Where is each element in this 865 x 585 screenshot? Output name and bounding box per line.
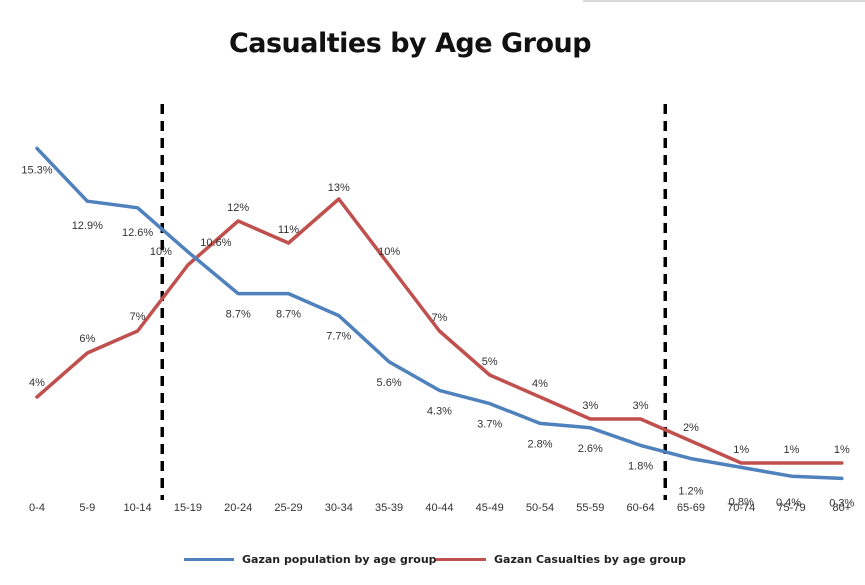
data-label-casualties-5-9: 6% — [79, 333, 95, 345]
data-label-population-75-79: 0.4% — [776, 497, 801, 509]
data-label-population-50-54: 2.8% — [527, 438, 552, 450]
data-label-casualties-75-79: 1% — [784, 444, 800, 456]
data-label-population-60-64: 1.8% — [628, 460, 653, 472]
chart-title: Casualties by Age Group — [228, 28, 592, 59]
legend-swatch-casualties — [436, 557, 486, 561]
x-tick-label-80+: 80+ — [832, 502, 851, 514]
data-label-population-5-9: 12.9% — [72, 220, 103, 232]
data-label-population-25-29: 8.7% — [276, 309, 301, 321]
x-tick-label-20-24: 20-24 — [224, 502, 252, 514]
x-tick-label-55-59: 55-59 — [576, 502, 604, 514]
x-tick-label-5-9: 5-9 — [79, 502, 95, 514]
data-label-casualties-80+: 1% — [834, 444, 850, 456]
data-label-population-15-19: 10.6% — [200, 237, 231, 249]
x-tick-label-60-64: 60-64 — [627, 502, 655, 514]
data-label-population-20-24: 8.7% — [226, 309, 251, 321]
legend-swatch-population — [184, 557, 234, 561]
data-label-population-0-4: 15.3% — [21, 164, 52, 176]
series-line-population — [35, 146, 844, 481]
data-label-casualties-60-64: 3% — [633, 400, 649, 412]
legend-label-population: Gazan population by age group — [242, 552, 437, 566]
data-label-population-35-39: 5.6% — [377, 377, 402, 389]
data-label-casualties-20-24: 12% — [227, 202, 249, 214]
data-label-population-45-49: 3.7% — [477, 419, 502, 431]
data-label-population-40-44: 4.3% — [427, 405, 452, 417]
x-tick-label-75-79: 75-79 — [777, 502, 805, 514]
legend: Gazan population by age group Gazan Casu… — [0, 549, 865, 569]
legend-item-casualties: Gazan Casualties by age group — [436, 549, 686, 569]
data-label-population-65-69: 1.2% — [678, 486, 703, 498]
data-label-casualties-70-74: 1% — [733, 444, 749, 456]
data-label-casualties-65-69: 2% — [683, 422, 699, 434]
data-label-casualties-15-19: 10% — [150, 246, 172, 258]
series-line-casualties — [35, 197, 844, 465]
legend-item-population: Gazan population by age group — [184, 549, 437, 569]
x-tick-label-50-54: 50-54 — [526, 502, 554, 514]
x-tick-label-40-44: 40-44 — [425, 502, 453, 514]
data-label-population-80+: 0.3% — [829, 497, 854, 509]
data-label-casualties-50-54: 4% — [532, 378, 548, 390]
legend-label-casualties: Gazan Casualties by age group — [494, 552, 686, 566]
data-label-casualties-0-4: 4% — [29, 377, 45, 389]
data-label-casualties-30-34: 13% — [328, 182, 350, 194]
x-tick-label-15-19: 15-19 — [174, 502, 202, 514]
x-tick-label-70-74: 70-74 — [727, 502, 755, 514]
x-tick-label-65-69: 65-69 — [677, 502, 705, 514]
x-tick-label-0-4: 0-4 — [29, 502, 45, 514]
x-tick-label-10-14: 10-14 — [124, 502, 152, 514]
data-label-casualties-45-49: 5% — [482, 356, 498, 368]
data-label-casualties-35-39: 10% — [378, 246, 400, 258]
data-label-layer: 15.3% 12.9% 12.6% 10.6% 8.7% 8.7% 7.7% 5.6% 4.3%… — [21, 164, 854, 509]
data-label-casualties-25-29: 11% — [278, 224, 299, 236]
data-label-casualties-10-14: 7% — [130, 311, 146, 323]
x-tick-label-25-29: 25-29 — [274, 502, 302, 514]
x-tick-label-45-49: 45-49 — [476, 502, 504, 514]
data-label-population-70-74: 0.8% — [729, 496, 754, 508]
series-layer — [35, 146, 844, 481]
x-tick-label-35-39: 35-39 — [375, 502, 403, 514]
data-label-population-55-59: 2.6% — [578, 443, 603, 455]
x-tick-layer: 0-4 5-9 10-14 15-19 20-24 25-29 30-34 35-39 40-4… — [29, 502, 851, 514]
data-label-population-10-14: 12.6% — [122, 227, 153, 239]
data-label-population-30-34: 7.7% — [326, 331, 351, 343]
annotation-layer — [160, 104, 667, 500]
data-label-casualties-55-59: 3% — [582, 400, 598, 412]
x-tick-label-30-34: 30-34 — [325, 502, 353, 514]
top-divider — [583, 0, 865, 2]
data-label-casualties-40-44: 7% — [431, 312, 447, 324]
